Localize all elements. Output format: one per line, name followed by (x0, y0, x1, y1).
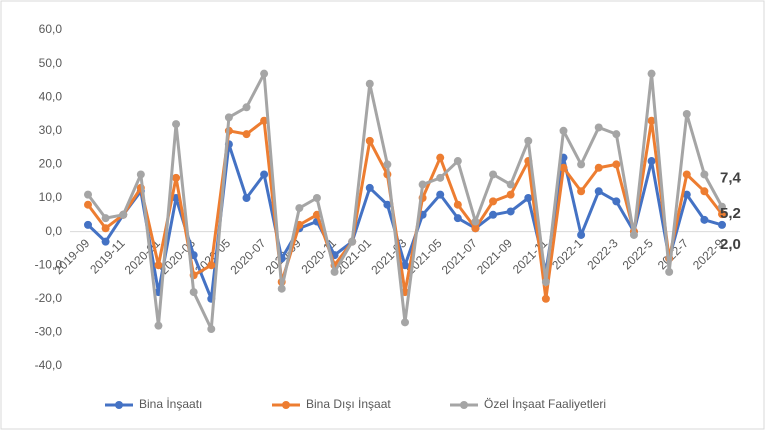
y-tick-label: 40,0 (39, 89, 63, 103)
data-label: 7,4 (720, 170, 742, 187)
marker (524, 136, 533, 145)
marker (541, 294, 550, 303)
legend-marker (460, 401, 468, 409)
marker (647, 69, 656, 78)
marker (506, 180, 515, 189)
marker (365, 136, 374, 145)
data-label: 5,2 (720, 205, 741, 222)
marker (559, 163, 568, 172)
y-tick-label: -10,0 (35, 257, 63, 271)
marker (453, 157, 462, 166)
marker (401, 261, 409, 270)
marker (101, 237, 110, 246)
legend-label: Özel İnşaat Faaliyetleri (484, 397, 606, 411)
marker (629, 230, 638, 239)
marker (207, 325, 216, 334)
marker (101, 224, 110, 233)
marker (348, 237, 357, 246)
marker (418, 180, 427, 189)
marker (453, 214, 462, 223)
marker (665, 267, 674, 276)
marker (260, 116, 269, 125)
marker (489, 197, 498, 206)
marker (101, 214, 110, 223)
y-tick-label: -20,0 (35, 291, 63, 305)
legend-label: Bina Dışı İnşaat (306, 397, 391, 411)
marker (84, 200, 92, 209)
marker (154, 261, 163, 270)
y-tick-label: 0,0 (45, 224, 62, 238)
marker (577, 187, 586, 196)
marker (330, 267, 339, 276)
data-label: 2,0 (720, 236, 741, 253)
marker (577, 230, 586, 239)
y-tick-label: 50,0 (39, 56, 63, 70)
legend-label: Bina İnşaatı (139, 397, 202, 411)
y-tick-label: -40,0 (35, 358, 63, 372)
marker (524, 194, 533, 202)
marker (577, 160, 586, 169)
marker (189, 288, 198, 297)
marker (84, 190, 92, 199)
marker (594, 123, 603, 132)
legend-marker (282, 401, 290, 409)
marker (172, 120, 181, 129)
marker (295, 204, 304, 213)
marker (471, 224, 480, 233)
marker (612, 130, 621, 139)
marker (436, 173, 445, 182)
legend-marker (115, 401, 123, 409)
y-tick-label: 30,0 (39, 123, 63, 137)
y-tick-label: 10,0 (39, 190, 63, 204)
marker (559, 126, 568, 135)
marker (312, 194, 321, 202)
marker (119, 210, 128, 219)
marker (277, 284, 286, 293)
marker (401, 318, 409, 327)
y-tick-label: 60,0 (39, 22, 63, 36)
marker (489, 170, 498, 179)
marker (260, 170, 269, 179)
marker (718, 210, 726, 219)
marker (682, 110, 691, 118)
marker (718, 220, 726, 229)
marker (242, 103, 251, 112)
y-tick-label: -30,0 (35, 325, 63, 339)
marker (594, 187, 603, 196)
y-tick-label: 20,0 (39, 157, 63, 171)
marker (260, 69, 269, 78)
marker (471, 217, 480, 226)
marker (172, 173, 181, 182)
marker (700, 170, 709, 179)
marker (682, 170, 691, 179)
marker (612, 160, 621, 169)
marker (224, 113, 233, 122)
marker (436, 190, 445, 199)
marker (136, 170, 145, 179)
marker (242, 130, 251, 139)
marker (718, 202, 726, 211)
marker (365, 79, 374, 88)
marker (84, 220, 92, 229)
marker (541, 278, 550, 286)
marker (383, 200, 392, 209)
marker (700, 187, 709, 196)
marker (506, 190, 515, 199)
marker (594, 163, 603, 172)
marker (700, 215, 709, 224)
marker (365, 183, 374, 192)
marker (436, 153, 445, 162)
marker (207, 261, 216, 270)
marker (489, 210, 498, 219)
marker (453, 200, 462, 209)
marker (506, 207, 515, 216)
marker (612, 197, 621, 206)
marker (682, 190, 691, 199)
marker (242, 194, 251, 202)
marker (154, 321, 163, 330)
marker (647, 116, 656, 125)
marker (383, 160, 392, 169)
marker (647, 157, 656, 166)
